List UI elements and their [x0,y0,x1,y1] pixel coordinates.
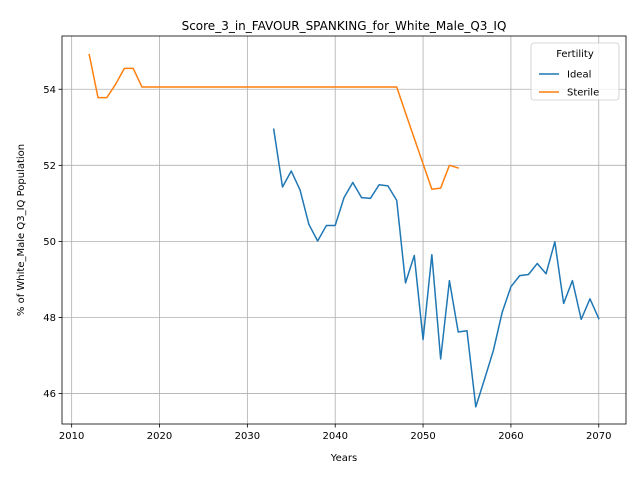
y-tick-label: 48 [43,313,56,324]
legend-title: Fertility [556,49,594,60]
x-axis-label: Years [330,453,357,464]
legend-items: Ideal Sterile [539,70,599,99]
legend: Fertility Ideal Sterile [530,42,620,101]
plot-frame [61,35,627,425]
x-tick-label: 2040 [322,431,347,442]
y-axis-label: % of White_Male Q3_IQ Population [16,144,27,316]
y-tick-label: 50 [43,237,56,248]
y-tick-label: 46 [43,389,56,400]
x-tick-label: 2020 [147,431,172,442]
series-lines [88,53,600,408]
legend-box [530,42,620,101]
chart-title: Score_3_in_FAVOUR_SPANKING_for_White_Mal… [182,19,507,33]
y-tick-label: 54 [43,85,56,96]
x-tick-label: 2050 [410,431,435,442]
grid-lines [62,36,626,424]
series-line-ideal [272,128,600,408]
y-tick-label: 52 [43,161,56,172]
x-tick-label: 2070 [586,431,611,442]
x-tick-label: 2010 [59,431,84,442]
series-line-sterile [88,53,460,191]
x-tick-label: 2060 [498,431,523,442]
axis-ticks: 2010 2020 2030 2040 2050 2060 2070 46 48 50 52 54 [43,85,611,442]
x-tick-label: 2030 [235,431,260,442]
legend-label-ideal: Ideal [567,70,591,81]
legend-label-sterile: Sterile [567,88,599,99]
